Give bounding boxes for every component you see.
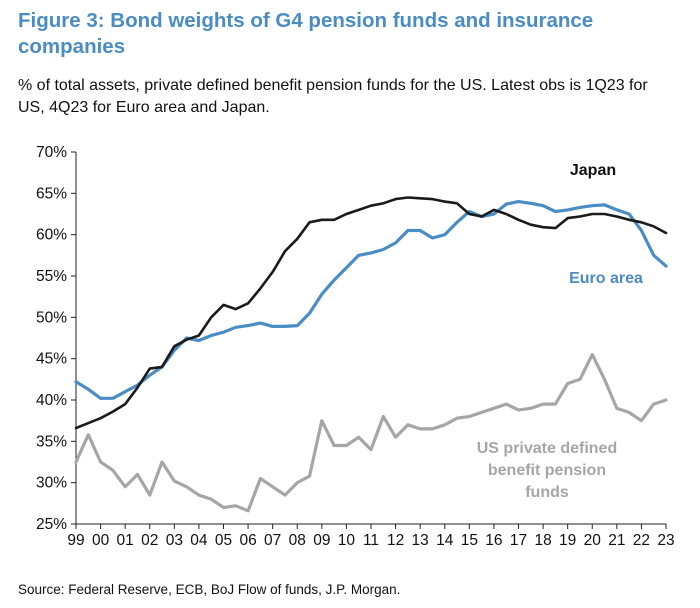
y-tick-label: 35%	[36, 433, 67, 450]
annotations: Japan Euro area US private defined benefit …	[477, 162, 643, 501]
x-tick-label: 23	[657, 532, 674, 549]
x-tick-label: 14	[436, 532, 454, 549]
x-tick-label: 18	[534, 532, 551, 549]
x-tick-label: 12	[387, 532, 404, 549]
x-tick-label: 21	[608, 532, 625, 549]
y-tick-label: 55%	[36, 268, 67, 285]
x-tick-label: 00	[92, 532, 110, 549]
x-tick-label: 19	[559, 532, 576, 549]
annotation-japan: Japan	[570, 162, 616, 179]
x-tick-label: 20	[584, 532, 602, 549]
x-tick-label: 10	[338, 532, 356, 549]
x-tick-label: 15	[461, 532, 478, 549]
y-tick-label: 70%	[36, 144, 67, 161]
x-tick-label: 17	[510, 532, 527, 549]
x-tick-label: 03	[166, 532, 183, 549]
y-tick-label: 60%	[36, 227, 67, 244]
x-tick-label: 01	[117, 532, 134, 549]
y-tick-label: 65%	[36, 185, 67, 202]
chart-title: Figure 3: Bond weights of G4 pension fun…	[18, 9, 594, 58]
annotation-us-pension-line: funds	[525, 484, 569, 501]
annotation-us-pension-line: US private defined	[477, 440, 617, 457]
x-tick-label: 05	[215, 532, 232, 549]
chart-subtitle: % of total assets, private defined benef…	[18, 77, 648, 116]
x-tick-label: 02	[141, 532, 158, 549]
x-tick-label: 11	[363, 532, 379, 549]
y-tick-label: 40%	[36, 392, 67, 409]
y-tick-label: 25%	[36, 516, 67, 533]
series-layer	[74, 196, 668, 513]
source-note: Source: Federal Reserve, ECB, BoJ Flow o…	[18, 582, 401, 597]
y-tick-label: 50%	[36, 309, 67, 326]
series-line-euro-area	[74, 200, 668, 400]
series-line-us-private-defined-benefit-pension-funds	[74, 352, 668, 513]
y-tick-label: 45%	[36, 351, 67, 368]
x-tick-label: 04	[190, 532, 208, 549]
x-tick-label: 16	[485, 532, 502, 549]
annotation-euro-area: Euro area	[569, 270, 643, 287]
x-tick-label: 09	[313, 532, 330, 549]
y-tick-label: 30%	[36, 475, 67, 492]
x-tick-label: 99	[67, 532, 84, 549]
series-line-japan	[74, 196, 668, 430]
x-tick-label: 13	[412, 532, 429, 549]
annotation-us-pension-line: benefit pension	[488, 462, 606, 479]
x-tick-label: 08	[289, 532, 306, 549]
x-tick-label: 22	[633, 532, 650, 549]
axes: 25% 30% 35% 40% 45% 50% 55% 60% 65% 70% 99 00 01 02 03…	[36, 144, 675, 549]
x-tick-label: 06	[239, 532, 256, 549]
x-tick-label: 07	[264, 532, 281, 549]
